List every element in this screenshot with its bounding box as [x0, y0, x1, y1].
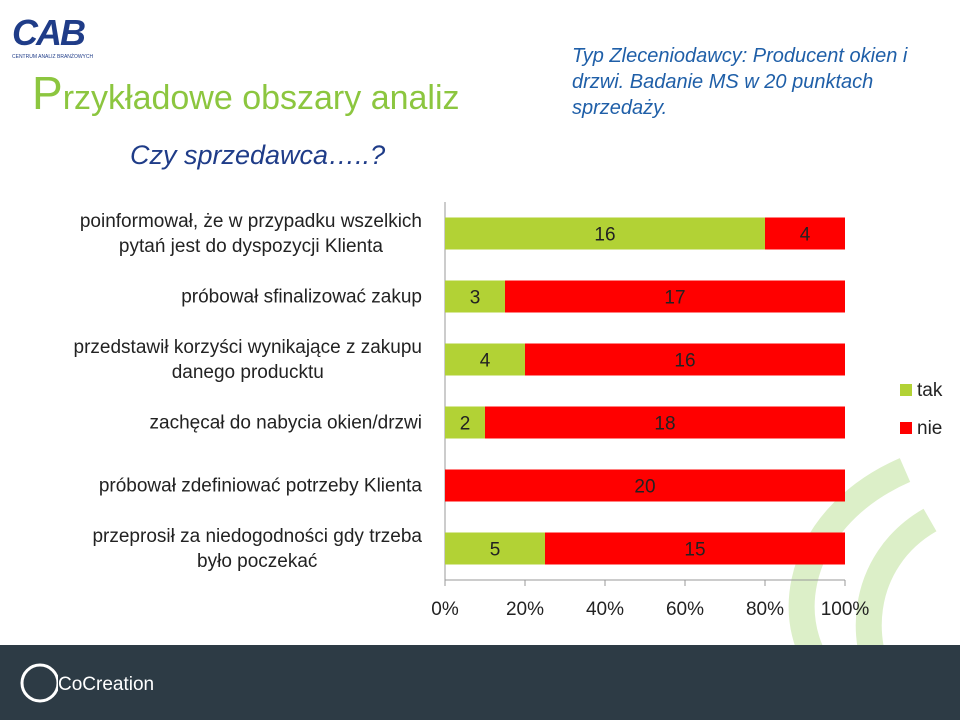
x-tick-label: 100%: [821, 599, 870, 620]
footer-logo: [20, 663, 58, 703]
category-label: przeprosił za niedogodności gdy trzeba b…: [92, 525, 422, 572]
data-label: 3: [470, 288, 481, 309]
data-label: 5: [490, 540, 501, 561]
data-label: 2: [460, 414, 471, 435]
data-label: 4: [480, 351, 491, 372]
logo-subtitle: CENTRUM ANALIZ BRANŻOWYCH: [12, 54, 94, 60]
x-tick-label: 80%: [746, 599, 784, 620]
x-tick-label: 60%: [666, 599, 704, 620]
data-label: 4: [800, 225, 811, 246]
footer: [0, 645, 960, 720]
legend-label: tak: [917, 380, 943, 401]
legend-label: nie: [917, 418, 942, 439]
category-label: próbował zdefiniować potrzeby Klienta: [98, 475, 422, 496]
data-label: 18: [654, 414, 675, 435]
note: Typ Zleceniodawcy: Producent okien i drz…: [572, 45, 908, 119]
bar-segment: [525, 343, 845, 376]
data-label: 15: [684, 540, 705, 561]
bar-segment: [485, 406, 845, 439]
bar-segment: [545, 532, 845, 565]
bar-segment: [445, 217, 765, 250]
data-label: 16: [674, 351, 695, 372]
bar-segment: [765, 217, 845, 250]
slide-subtitle: Czy sprzedawca…..?: [130, 140, 386, 170]
legend-swatch: [900, 384, 912, 396]
bar-segment: [505, 280, 845, 313]
bar-segment: [445, 280, 505, 313]
logo-text: CAB: [12, 12, 86, 53]
slide-title: Przykładowe obszary analiz: [32, 67, 460, 119]
bar-segment: [445, 343, 525, 376]
data-label: 20: [634, 477, 655, 498]
logo: CAB CENTRUM ANALIZ BRANŻOWYCH: [12, 12, 112, 60]
legend-swatch: [900, 422, 912, 434]
category-label: zachęcał do nabycia okien/drzwi: [149, 412, 423, 433]
x-tick-label: 40%: [586, 599, 624, 620]
data-label: 17: [664, 288, 685, 309]
x-tick-label: 0%: [431, 599, 459, 620]
footer-text: CoCreation: [58, 674, 155, 695]
x-tick-label: 20%: [506, 599, 544, 620]
bar-segment: [445, 406, 485, 439]
category-label: przedstawił korzyści wynikające z zakupu…: [73, 336, 422, 383]
category-label: poinformował, że w przypadku wszelkich p…: [79, 210, 422, 257]
category-label: próbował sfinalizować zakup: [181, 286, 422, 307]
bar-segment: [445, 532, 545, 565]
data-label: 16: [594, 225, 615, 246]
bar-segment: [445, 469, 845, 502]
